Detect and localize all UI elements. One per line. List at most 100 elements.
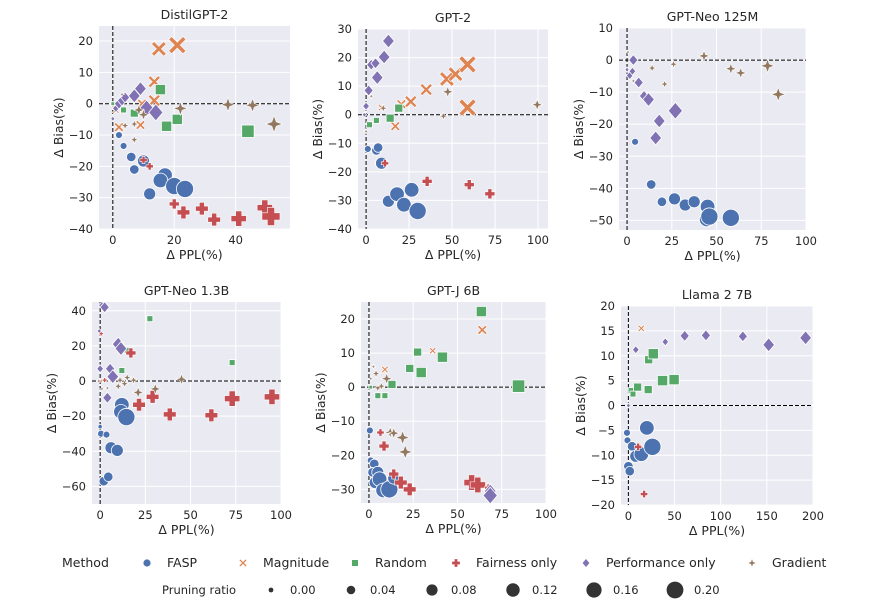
point-performance-only [377,49,391,65]
x-tick-label: 100 [710,509,732,523]
point-gradient [369,363,377,371]
point-random [629,390,637,398]
point-gradient [98,385,106,393]
point-fairness-only [125,347,137,359]
x-axis-label: Δ PPL(%) [425,521,481,536]
y-tick-label: −30 [331,482,355,496]
x-tick-label: 0 [623,234,630,248]
subplot-title: GPT-2 [435,10,471,25]
point-performance-only [652,113,666,129]
legend-item-fairness-only: Fairness only [451,555,558,570]
subplot-title: Llama 2 7B [682,287,752,302]
point-magnitude [113,122,125,133]
y-tick-label: 20 [600,299,615,313]
legend-size-item: 0.20 [666,581,720,599]
point-random [668,374,680,386]
y-tick-label: −30 [328,193,352,207]
point-magnitude [151,41,167,57]
y-tick-label: 15 [600,324,615,338]
point-random [475,306,487,318]
point-fasp [97,424,103,430]
point-performance-only [110,115,116,122]
point-gradient [172,100,189,117]
point-gradient [122,372,133,383]
point-gradient [724,62,738,76]
point-magnitude [380,365,389,374]
point-performance-only [628,66,637,76]
x-tick-label: 0 [96,508,103,522]
y-tick-label: 10 [600,349,615,363]
point-gradient [119,378,130,389]
y-axis-label: Δ Bias(%) [44,373,59,433]
x-tick-label: 0 [625,509,632,523]
point-random [118,367,126,374]
y-tick-label: −40 [62,444,86,458]
point-gradient [131,386,145,399]
size-marker-icon [586,582,602,598]
point-magnitude [404,95,418,109]
point-magnitude [419,83,433,97]
y-tick-label: 0 [606,53,613,67]
point-gradient [378,103,389,114]
point-gradient [397,444,414,460]
point-gradient [697,49,711,63]
point-performance-only [649,130,663,146]
plot-area [99,26,290,229]
point-random [171,113,183,125]
x-axis-label: Δ PPL(%) [166,247,222,262]
point-fasp [643,437,662,456]
point-fasp [175,179,194,198]
point-fairness-only [204,408,219,422]
point-fairness-only [403,482,417,497]
point-fasp [126,151,137,163]
y-tick-label: 10 [78,65,93,79]
subplot-gpt-j-6b: 0 25 50 75 100 −30 −20 −10 0 10 20 GPT-J 6B Δ PPL(%)… [313,283,557,536]
point-performance-only [799,330,813,346]
point-random [368,384,374,390]
point-magnitude [168,36,187,55]
point-random [381,392,389,400]
y-tick-label: −30 [589,149,613,163]
points [361,33,544,220]
x-tick-label: 75 [228,508,243,522]
size-marker-icon [506,583,520,597]
point-random [366,121,373,129]
y-tick-label: 20 [71,339,86,353]
point-fasp [143,187,157,201]
legend-size-label: 0.12 [532,583,558,597]
y-tick-label: −40 [589,181,613,195]
y-tick-label: 20 [340,312,355,326]
subplot-gpt-2: 0 25 50 75 100 −40 −30 −20 −10 0 10 20 30 GPT-2 Δ PPL(… [310,10,549,262]
subplot-gpt-neo-1-3b: 0 25 50 75 100 −60 −40 −20 0 20 40 GPT-Neo 1.3B Δ PP… [44,283,292,537]
point-fasp [623,428,631,437]
y-tick-label: −20 [62,409,86,423]
point-gradient [120,120,131,131]
point-fairness-only [195,201,209,216]
y-tick-label: 20 [78,34,93,48]
subplot-title: GPT-Neo 125M [667,9,759,24]
legend-label: Fairness only [476,555,558,570]
x-tick-label: 25 [138,508,153,522]
point-performance-only [361,111,368,118]
point-gradient [132,103,146,117]
legend-size-label: 0.00 [290,583,316,597]
point-fairness-only [207,212,221,227]
x-axis-label: Δ PPL(%) [689,523,745,538]
point-gradient [624,48,632,56]
point-fasp [403,182,420,198]
y-tick-label: −10 [331,414,355,428]
point-gradient [387,426,401,440]
legend-size-label: 0.20 [694,583,720,597]
y-tick-label: −50 [589,213,613,227]
point-performance-only [631,345,640,355]
point-gradient [380,372,394,386]
point-performance-only [679,329,690,342]
point-performance-only [667,101,684,120]
x-tick-label: 50 [709,234,724,248]
point-fairness-only [388,468,400,480]
y-tick-label: 20 [337,51,352,65]
point-fasp [639,420,655,436]
x-axis-label: Δ PPL(%) [684,248,740,263]
x-tick-label: 25 [664,234,679,248]
